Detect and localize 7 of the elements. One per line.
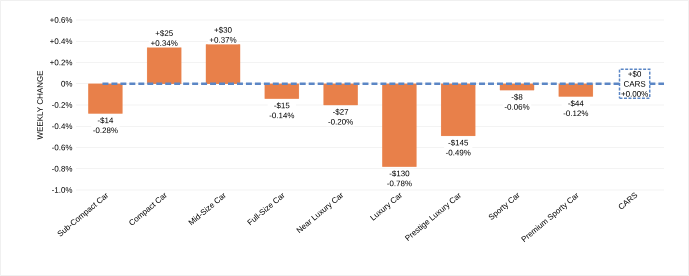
bar xyxy=(382,84,417,167)
bar xyxy=(147,47,182,84)
bar xyxy=(264,84,300,99)
bar xyxy=(558,84,594,97)
bar xyxy=(441,84,476,136)
bar xyxy=(88,84,123,114)
bar xyxy=(323,84,358,106)
